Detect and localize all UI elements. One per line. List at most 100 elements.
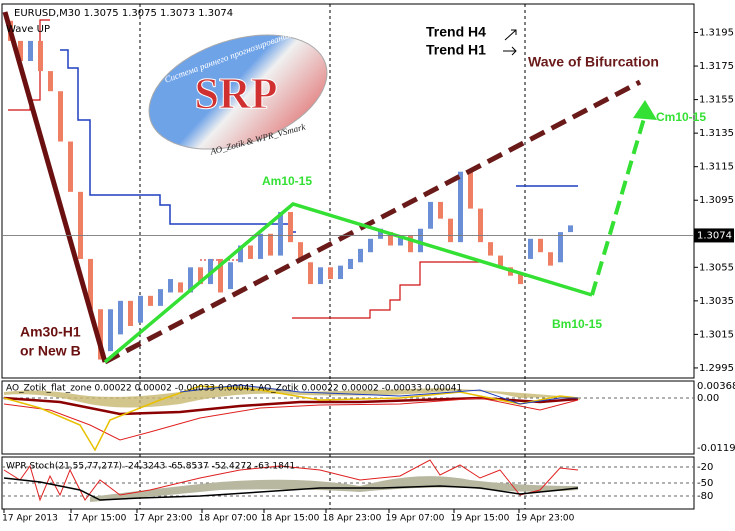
price-box — [694, 228, 734, 243]
x-tick-label: 19 Apr 23:00 — [516, 514, 575, 524]
ao-panel — [1, 380, 695, 455]
bar — [448, 218, 453, 243]
bar — [98, 309, 103, 360]
annotation: Am10-15 — [262, 174, 312, 188]
bar — [358, 248, 363, 263]
annotation: Trend H1 — [426, 42, 486, 58]
bar — [258, 233, 263, 259]
annotation: Wave of Bifurcation — [528, 54, 659, 70]
y-tick-label: 1.3115 — [699, 162, 734, 173]
y-tick-label: 1.3155 — [699, 95, 734, 106]
subtitle: Wave UP — [6, 24, 50, 35]
bar — [568, 225, 573, 233]
axis-label: -0.0119 — [697, 443, 735, 454]
annotation: or New B — [20, 343, 81, 359]
y-tick-label: 1.3055 — [699, 262, 734, 273]
bar — [218, 258, 223, 293]
x-tick-label: 19 Apr 15:00 — [451, 514, 510, 524]
bar — [238, 245, 243, 263]
wpr-line — [3, 459, 579, 502]
bar — [328, 267, 333, 280]
bar — [418, 228, 423, 253]
annotation: Cm10-15 — [656, 110, 706, 124]
x-tick-label: 17 Apr 23:00 — [134, 514, 193, 524]
bar — [458, 171, 463, 243]
bar — [158, 289, 163, 306]
x-tick-label: 17 Apr 2013 — [2, 514, 58, 524]
bar — [548, 252, 553, 266]
ao-line — [3, 397, 579, 441]
x-tick-label: 18 Apr 07:00 — [199, 514, 258, 524]
bar — [518, 272, 523, 285]
bar — [308, 262, 313, 285]
bar — [478, 208, 483, 243]
x-tick-label: 18 Apr 23:00 — [323, 514, 382, 524]
logo-text: SRP — [194, 69, 277, 118]
y-tick-label: 1.2995 — [699, 363, 734, 374]
bar — [498, 255, 503, 268]
main-panel — [1, 3, 695, 379]
ma-line — [292, 261, 484, 319]
axis-label: -80 — [697, 491, 713, 502]
day-separators — [139, 4, 526, 509]
bar — [528, 238, 533, 259]
ma-line — [8, 19, 50, 111]
bar — [178, 282, 183, 293]
panel-header: WPR Stoch(21,55,77,277) -24.3243 -65.853… — [6, 462, 295, 472]
bar — [278, 211, 283, 256]
bar — [168, 279, 173, 293]
panel-header: AO_Zotik_flat_zone 0.00022 0.00002 -0.00… — [6, 384, 462, 394]
y-tick-label: 1.3135 — [699, 128, 734, 139]
bar — [28, 40, 33, 62]
bar — [378, 228, 383, 239]
arrow-head — [633, 100, 657, 120]
wpr-line — [3, 477, 579, 501]
bar — [198, 267, 203, 285]
wave-line — [2, 11, 108, 363]
x-tick-label: 18 Apr 15:00 — [261, 514, 320, 524]
bar — [288, 211, 293, 243]
bar — [88, 258, 93, 310]
bar — [408, 235, 413, 253]
wave-abc — [103, 202, 593, 364]
bar — [188, 267, 193, 293]
bar — [138, 295, 143, 323]
bar — [18, 40, 23, 62]
bifurcation-line — [103, 79, 642, 365]
y-tick-label: 1.3175 — [699, 61, 734, 72]
bar — [558, 232, 563, 263]
ao-area — [4, 386, 580, 408]
bar — [368, 238, 373, 253]
annotation: Bm10-15 — [552, 317, 602, 331]
bar — [78, 191, 83, 259]
bar — [118, 300, 123, 335]
bar — [338, 265, 343, 280]
bar — [488, 242, 493, 256]
bar — [68, 141, 73, 192]
bar — [468, 171, 473, 209]
bar — [538, 238, 543, 253]
bar — [148, 295, 153, 306]
bar — [128, 300, 133, 327]
bar — [388, 232, 393, 246]
ao-line — [3, 385, 579, 452]
bar — [58, 91, 63, 142]
y-tick-label: 1.3195 — [699, 28, 734, 39]
bar — [268, 233, 273, 256]
bar — [38, 40, 43, 72]
y-tick-label: 1.3015 — [699, 329, 734, 340]
y-tick-label: 1.3035 — [699, 296, 734, 307]
bar — [318, 267, 323, 285]
axis-label: 0.00 — [697, 393, 719, 404]
bar — [228, 262, 233, 290]
x-tick-label: 19 Apr 07:00 — [386, 514, 445, 524]
chart-title: EURUSD,M30 1.3075 1.3075 1.3073 1.3074 — [14, 8, 233, 19]
bar — [48, 71, 53, 92]
annotation: Am30-H1 — [20, 324, 81, 340]
bar — [248, 245, 253, 259]
bar — [348, 258, 353, 269]
ao-line — [179, 384, 578, 405]
annotation: Trend H4 — [426, 24, 486, 40]
